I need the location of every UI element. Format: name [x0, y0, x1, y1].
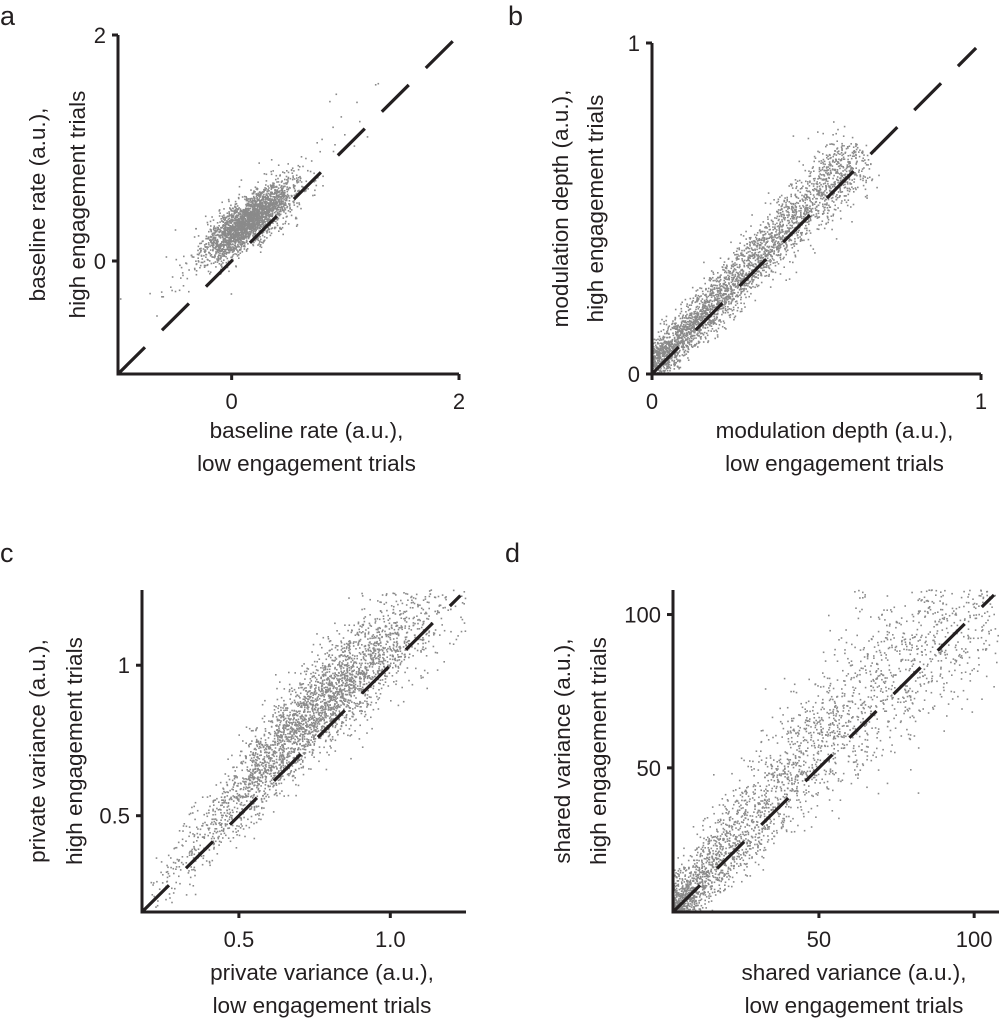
x-tick-label: 100: [956, 927, 993, 952]
panel-d: d 50 100 50 100 shared variance (a.u.), low en…: [505, 538, 999, 1018]
panel-c: c 0.5 1.0 0.5 1 private variance (a.u.), low e…: [0, 538, 467, 1018]
x-axis-label: low engagement trials: [725, 451, 944, 476]
panel-a: a 0 2 0 2 baseline rate (a.u.), low engagement…: [0, 1, 465, 476]
x-axis-label: low engagement trials: [213, 993, 432, 1018]
y-axis-label: high engagement trials: [65, 91, 90, 319]
x-axis-label: shared variance (a.u.),: [741, 960, 966, 985]
unity-line: [671, 593, 996, 914]
x-tick-label: 0.5: [224, 927, 255, 952]
y-axis-label: private variance (a.u.),: [25, 639, 50, 863]
x-tick-label: 1: [975, 389, 987, 414]
scatter-points: [141, 589, 467, 908]
y-tick-label: 2: [94, 23, 106, 48]
unity-line: [116, 37, 457, 376]
y-axis-label: shared variance (a.u.),: [550, 638, 575, 863]
y-axis-label: high engagement trials: [583, 95, 608, 323]
panel-letter: b: [508, 1, 523, 31]
y-tick-label: 1: [118, 653, 130, 678]
x-tick-label: 1.0: [375, 927, 406, 952]
y-tick-label: 100: [624, 603, 661, 628]
x-tick-label: 2: [453, 389, 465, 414]
y-axis-label: high engagement trials: [586, 637, 611, 865]
panel-letter: d: [505, 538, 520, 568]
y-tick-label: 0: [628, 362, 640, 387]
scatter-points: [651, 121, 880, 375]
x-tick-label: 50: [807, 927, 831, 952]
y-tick-label: 50: [637, 756, 661, 781]
x-axis-label: low engagement trials: [197, 451, 416, 476]
y-axis-label: high engagement trials: [62, 637, 87, 865]
y-tick-label: 0: [94, 249, 106, 274]
unity-line: [140, 594, 462, 914]
panel-b: b 0 1 0 1 modulation depth (a.u.), low engagem…: [508, 1, 987, 476]
y-tick-label: 0.5: [99, 804, 130, 829]
y-axis-label: modulation depth (a.u.),: [548, 90, 573, 328]
x-tick-label: 0: [226, 389, 238, 414]
unity-line: [650, 46, 978, 376]
x-axis-label: private variance (a.u.),: [210, 960, 434, 985]
scatter-points: [119, 82, 380, 317]
x-axis-label: baseline rate (a.u.),: [210, 418, 404, 443]
panel-letter: a: [0, 1, 16, 31]
y-tick-label: 1: [628, 31, 640, 56]
x-axis-label: modulation depth (a.u.),: [716, 418, 954, 443]
x-axis-label: low engagement trials: [745, 993, 964, 1018]
panel-letter: c: [0, 538, 14, 568]
x-tick-label: 0: [646, 389, 658, 414]
y-axis-label: baseline rate (a.u.),: [25, 108, 50, 302]
